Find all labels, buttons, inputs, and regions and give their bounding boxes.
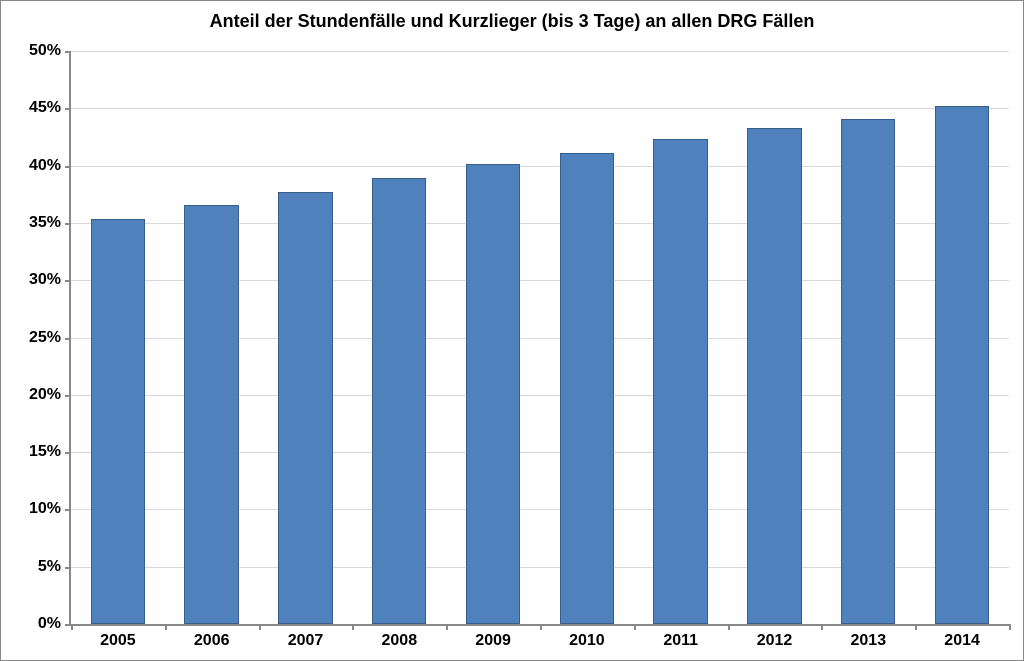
y-axis-label: 10% <box>29 500 61 518</box>
x-axis-label: 2012 <box>757 632 793 650</box>
x-tick <box>821 624 823 630</box>
bar <box>91 219 145 624</box>
bar <box>653 139 707 624</box>
x-axis-label: 2011 <box>663 632 698 650</box>
y-axis-label: 30% <box>29 271 61 289</box>
gridline <box>71 108 1009 109</box>
x-tick <box>540 624 542 630</box>
x-tick <box>634 624 636 630</box>
x-axis-label: 2007 <box>288 632 324 650</box>
y-tick <box>65 108 71 110</box>
bar <box>372 178 426 624</box>
bar <box>841 119 895 624</box>
x-tick <box>915 624 917 630</box>
bar <box>560 153 614 624</box>
bar <box>466 164 520 624</box>
y-tick <box>65 338 71 340</box>
chart-title: Anteil der Stundenfälle und Kurzlieger (… <box>1 11 1023 32</box>
gridline <box>71 51 1009 52</box>
x-axis-label: 2014 <box>944 632 980 650</box>
y-axis-label: 35% <box>29 214 61 232</box>
y-axis-label: 25% <box>29 329 61 347</box>
x-axis-label: 2008 <box>382 632 418 650</box>
bar <box>747 128 801 624</box>
plot-area: 0%5%10%15%20%25%30%35%40%45%50%200520062… <box>69 51 1009 626</box>
y-axis-label: 50% <box>29 42 61 60</box>
bar-chart: Anteil der Stundenfälle und Kurzlieger (… <box>0 0 1024 661</box>
x-axis-label: 2013 <box>851 632 887 650</box>
y-tick <box>65 166 71 168</box>
x-axis-label: 2009 <box>475 632 511 650</box>
y-tick <box>65 509 71 511</box>
y-tick <box>65 51 71 53</box>
x-tick <box>446 624 448 630</box>
bar <box>184 205 238 624</box>
y-axis-label: 15% <box>29 443 61 461</box>
bar <box>278 192 332 624</box>
y-axis-label: 20% <box>29 386 61 404</box>
x-tick <box>259 624 261 630</box>
x-axis-label: 2005 <box>100 632 136 650</box>
y-axis-label: 5% <box>38 558 61 576</box>
x-tick <box>71 624 73 630</box>
x-tick <box>352 624 354 630</box>
x-tick <box>1009 624 1011 630</box>
y-axis-label: 40% <box>29 157 61 175</box>
bar <box>935 106 989 624</box>
x-axis-label: 2006 <box>194 632 230 650</box>
x-tick <box>165 624 167 630</box>
x-tick <box>728 624 730 630</box>
y-tick <box>65 452 71 454</box>
y-tick <box>65 395 71 397</box>
x-axis-label: 2010 <box>569 632 605 650</box>
y-tick <box>65 280 71 282</box>
y-axis-label: 0% <box>38 615 61 633</box>
y-tick <box>65 223 71 225</box>
y-axis-label: 45% <box>29 99 61 117</box>
y-tick <box>65 567 71 569</box>
